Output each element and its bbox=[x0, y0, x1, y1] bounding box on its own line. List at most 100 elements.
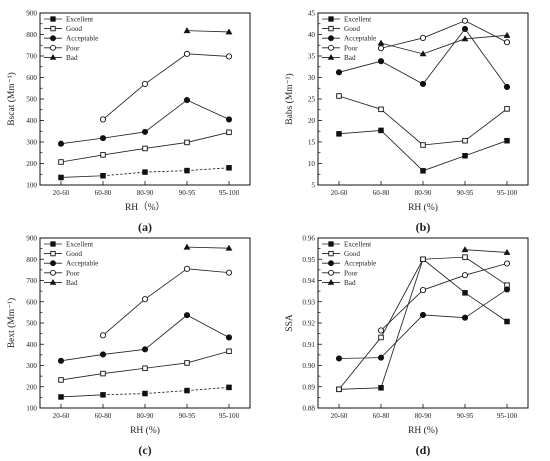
data-point bbox=[377, 58, 385, 65]
series-acceptable bbox=[335, 286, 511, 362]
y-axis-title: SSA bbox=[285, 314, 295, 332]
series-excellent bbox=[336, 256, 510, 393]
y-tick-label: 300 bbox=[26, 139, 37, 147]
data-point bbox=[57, 357, 65, 364]
legend-marker bbox=[50, 16, 56, 22]
data-point bbox=[462, 137, 468, 144]
series-line-segment bbox=[102, 298, 146, 336]
series-line-segment bbox=[422, 38, 466, 55]
legend-label: Bad bbox=[66, 54, 78, 62]
legend-label: Excellent bbox=[66, 16, 93, 24]
data-point bbox=[58, 377, 64, 383]
y-tick-label: 200 bbox=[26, 160, 37, 168]
legend-label: Poor bbox=[344, 44, 358, 52]
series-line-segment bbox=[102, 131, 146, 139]
series-line-segment bbox=[464, 108, 508, 142]
data-point bbox=[226, 129, 232, 136]
legend-label: Poor bbox=[344, 269, 358, 277]
series-line-segment bbox=[186, 350, 230, 364]
legend-label: Acceptable bbox=[344, 35, 376, 43]
y-tick-label: 35 bbox=[308, 53, 316, 61]
data-point bbox=[419, 80, 427, 87]
data-point bbox=[184, 387, 190, 394]
series-line-segment bbox=[102, 148, 146, 156]
legend-marker bbox=[327, 54, 335, 60]
y-tick-label: 400 bbox=[26, 341, 37, 349]
y-tick-label: 200 bbox=[26, 383, 37, 391]
y-axis-title: Bscat (Mm⁻¹) bbox=[6, 72, 17, 126]
x-tick-label: 60-80 bbox=[95, 189, 112, 197]
series-line-segment bbox=[144, 142, 188, 149]
data-point bbox=[503, 260, 511, 267]
y-tick-label: 100 bbox=[26, 405, 37, 413]
series-line-segment bbox=[464, 249, 508, 253]
y-tick-label: 10 bbox=[308, 160, 316, 168]
legend-marker bbox=[50, 260, 56, 267]
series-line-segment bbox=[380, 130, 424, 172]
y-tick-label: 15 bbox=[308, 139, 316, 147]
legend-marker bbox=[328, 269, 334, 276]
series-line-segment bbox=[102, 348, 146, 355]
x-tick-label: 80-90 bbox=[137, 189, 154, 197]
data-point bbox=[336, 131, 342, 137]
data-point bbox=[335, 355, 343, 362]
y-tick-label: 0.89 bbox=[302, 383, 315, 391]
series-bad bbox=[377, 31, 511, 57]
chart-panel-d: 0.88 0.89 0.90 0.91 0.92 0.93 0.94 0.95 0.96 20-6… bbox=[285, 235, 529, 457]
y-tick-label: 40 bbox=[308, 31, 316, 39]
y-tick-label: 800 bbox=[26, 256, 37, 264]
data-point bbox=[142, 169, 148, 175]
series-acceptable bbox=[57, 312, 233, 364]
legend-marker bbox=[328, 16, 334, 22]
series-line-segment bbox=[102, 83, 146, 120]
legend-marker bbox=[50, 250, 56, 257]
legend-marker bbox=[328, 241, 334, 247]
series-excellent bbox=[58, 165, 232, 181]
legend-marker bbox=[328, 25, 334, 32]
series-line-segment bbox=[380, 289, 424, 331]
data-point bbox=[141, 80, 149, 87]
legend-label: Bad bbox=[344, 279, 356, 287]
panel-label: (d) bbox=[416, 443, 431, 457]
chart-panel-b: 5 10 15 20 25 30 35 40 45 20-60 60-80 80-90 90-95 95-… bbox=[284, 10, 529, 234]
series-line-segment bbox=[464, 256, 508, 286]
series-line-segment bbox=[60, 175, 104, 178]
series-line-segment bbox=[186, 386, 230, 391]
data-point bbox=[419, 287, 427, 294]
legend-label: Good bbox=[344, 250, 360, 258]
y-axis-title: Bext (Mm⁻¹) bbox=[6, 298, 17, 348]
y-tick-label: 0.95 bbox=[302, 256, 315, 264]
data-point bbox=[461, 272, 469, 279]
y-axis-title: Babs (Mm⁻¹) bbox=[284, 73, 295, 124]
data-point bbox=[503, 31, 511, 38]
data-point bbox=[225, 244, 233, 251]
series-line-segment bbox=[422, 258, 466, 294]
series-line-segment bbox=[422, 256, 466, 260]
series-line-segment bbox=[144, 362, 188, 369]
series-line-segment bbox=[60, 373, 104, 381]
series-line-segment bbox=[102, 367, 146, 374]
data-point bbox=[99, 351, 107, 358]
data-point bbox=[462, 290, 468, 296]
data-point bbox=[100, 370, 106, 377]
x-tick-label: 95-100 bbox=[497, 412, 518, 420]
panel-label: (c) bbox=[138, 443, 151, 457]
x-tick-label: 90-95 bbox=[457, 412, 474, 420]
data-point bbox=[377, 45, 385, 52]
series-line-segment bbox=[338, 95, 382, 110]
series-line-segment bbox=[464, 28, 508, 88]
x-axis-title: RH (%) bbox=[408, 202, 438, 213]
series-line-segment bbox=[60, 354, 104, 362]
legend-label: Bad bbox=[66, 279, 78, 287]
x-tick-label: 90-95 bbox=[457, 189, 474, 197]
data-point bbox=[420, 256, 426, 263]
series-poor bbox=[377, 17, 511, 52]
x-axis-title: RH (%) bbox=[408, 425, 438, 436]
series-line-segment bbox=[144, 314, 188, 350]
data-point bbox=[378, 334, 384, 341]
series-line-segment bbox=[60, 137, 104, 145]
legend-marker bbox=[50, 35, 56, 42]
